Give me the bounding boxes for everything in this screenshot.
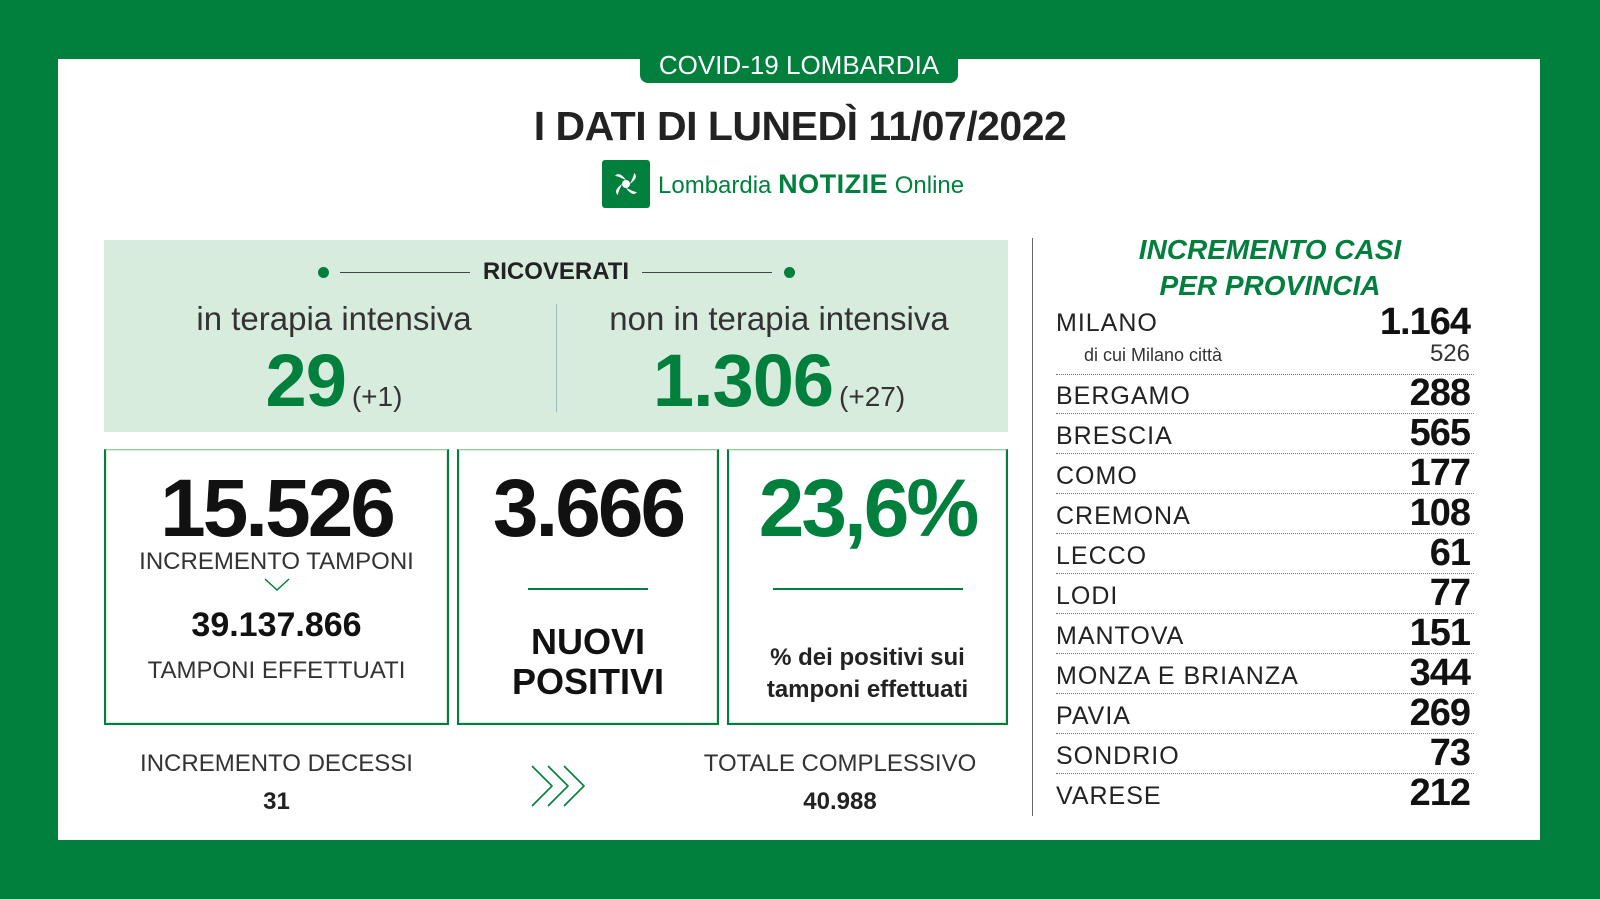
- province-name: SONDRIO: [1056, 742, 1180, 770]
- province-value: 61: [1429, 532, 1471, 574]
- province-value: 1.164: [1379, 301, 1471, 343]
- decessi-total-label: TOTALE COMPLESSIVO: [703, 750, 977, 777]
- ricoverati-label: RICOVERATI: [482, 258, 630, 285]
- province-row: PAVIA 269: [1056, 692, 1474, 734]
- non-intensiva-block: non in terapia intensiva 1.306 (+27): [574, 300, 984, 423]
- province-value: 269: [1409, 692, 1471, 734]
- province-value: 151: [1409, 612, 1471, 654]
- province-name: VARESE: [1056, 782, 1162, 810]
- intensiva-value: 29: [265, 339, 347, 422]
- province-row: COMO 177: [1056, 452, 1474, 494]
- positivi-value: 3.666: [492, 463, 686, 554]
- chevrons-right-icon: [528, 760, 600, 812]
- province-row: BRESCIA 565: [1056, 412, 1474, 454]
- province-row: LODI 77: [1056, 572, 1474, 614]
- province-value: 344: [1409, 652, 1471, 694]
- percentuale-label-1: % dei positivi sui: [770, 644, 965, 671]
- province-row: MANTOVA 151: [1056, 612, 1474, 654]
- province-title: INCREMENTO CASI PER PROVINCIA: [1090, 232, 1450, 304]
- milano-city-value: 526: [1429, 340, 1470, 367]
- tamponi-increment: 15.526: [160, 463, 396, 554]
- province-value: 177: [1409, 452, 1471, 494]
- header-rule: [642, 272, 772, 273]
- positivi-label-2: POSITIVI: [511, 661, 665, 702]
- tamponi-total-label: TAMPONI EFFETTUATI: [147, 657, 406, 684]
- province-row: SONDRIO 73: [1056, 732, 1474, 774]
- positivi-label-1: NUOVI: [530, 621, 645, 662]
- dot-marker: [318, 267, 329, 278]
- header-rule: [340, 272, 470, 273]
- ricoverati-panel: RICOVERATI in terapia intensiva 29 (+1) n…: [104, 240, 1008, 432]
- province-name: PAVIA: [1056, 702, 1131, 730]
- tamponi-increment-label: INCREMENTO TAMPONI: [139, 548, 414, 575]
- intensiva-delta: (+1): [351, 381, 403, 412]
- non-intensiva-delta: (+27): [839, 381, 906, 412]
- vertical-divider: [1032, 238, 1033, 816]
- province-row: MONZA E BRIANZA 344: [1056, 652, 1474, 694]
- brand-logo-row: Lombardia NOTIZIE Online: [602, 159, 964, 209]
- brand-bold: NOTIZIE: [778, 168, 889, 199]
- province-title-line2: PER PROVINCIA: [1159, 270, 1381, 301]
- decessi-increment-label: INCREMENTO DECESSI: [140, 750, 413, 777]
- province-title-line1: INCREMENTO CASI: [1138, 234, 1402, 265]
- intensiva-label: in terapia intensiva: [196, 300, 472, 337]
- province-row: BERGAMO 288: [1056, 372, 1474, 414]
- tamponi-box: 15.526 INCREMENTO TAMPONI 39.137.866 TAM…: [104, 449, 449, 725]
- positivi-box: 3.666 NUOVI POSITIVI: [457, 449, 719, 725]
- separator: [772, 588, 963, 590]
- province-value: 288: [1409, 372, 1471, 414]
- brand-regular: Lombardia: [658, 171, 772, 199]
- province-row: CREMONA 108: [1056, 492, 1474, 534]
- lombardia-rose-icon: [602, 160, 650, 208]
- brand-name: Lombardia NOTIZIE Online: [658, 169, 964, 200]
- province-name: MILANO: [1056, 309, 1158, 337]
- province-name: BERGAMO: [1056, 382, 1191, 410]
- province-value: 73: [1429, 732, 1471, 774]
- dot-marker: [784, 267, 795, 278]
- chevron-down-icon: [106, 576, 447, 606]
- province-row: LECCO 61: [1056, 532, 1474, 574]
- province-row: VARESE 212: [1056, 772, 1474, 814]
- province-name: CREMONA: [1056, 502, 1191, 530]
- decessi-total: 40.988: [803, 788, 877, 815]
- milano-city-label: di cui Milano città: [1084, 345, 1223, 365]
- decessi-increment: 31: [263, 788, 290, 815]
- non-intensiva-value: 1.306: [652, 339, 834, 422]
- intensiva-block: in terapia intensiva 29 (+1): [144, 300, 524, 423]
- province-name: LODI: [1056, 582, 1119, 610]
- ricoverati-header: RICOVERATI: [104, 258, 1008, 288]
- column-divider: [556, 304, 557, 412]
- province-value: 108: [1409, 492, 1471, 534]
- percentuale-box: 23,6% % dei positivi sui tamponi effettu…: [727, 449, 1008, 725]
- province-name: MONZA E BRIANZA: [1056, 662, 1299, 690]
- province-name: BRESCIA: [1056, 422, 1173, 450]
- non-intensiva-label: non in terapia intensiva: [609, 300, 949, 337]
- province-value: 565: [1409, 412, 1471, 454]
- province-value: 212: [1409, 772, 1471, 814]
- percentuale-value: 23,6%: [758, 463, 980, 554]
- percentuale-label-2: tamponi effettuati: [766, 676, 969, 703]
- brand-suffix: Online: [894, 171, 965, 199]
- province-value: 77: [1429, 572, 1471, 614]
- page-title: I DATI DI LUNEDÌ 11/07/2022: [533, 103, 1067, 149]
- province-row-milano: MILANO 1.164: [1056, 301, 1474, 375]
- region-tag: COVID-19 LOMBARDIA: [640, 47, 958, 83]
- separator: [528, 588, 648, 590]
- province-name: LECCO: [1056, 542, 1148, 570]
- tamponi-total: 39.137.866: [191, 606, 362, 644]
- province-name: MANTOVA: [1056, 622, 1185, 650]
- province-name: COMO: [1056, 462, 1138, 490]
